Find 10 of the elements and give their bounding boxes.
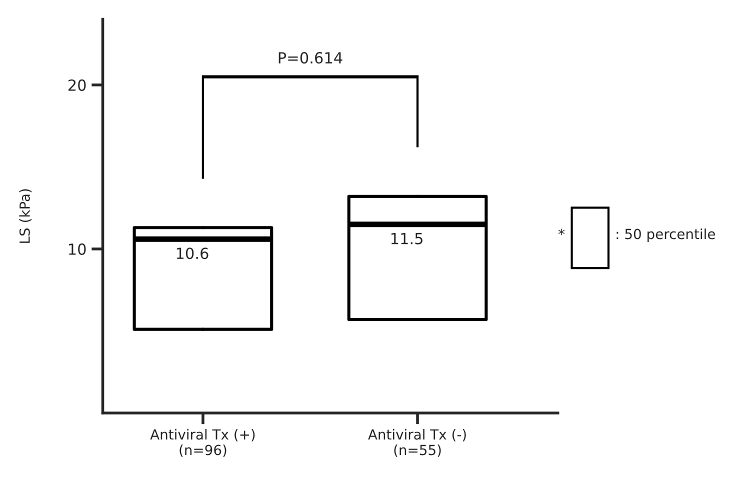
y-axis-title: LS (kPa) — [19, 189, 32, 243]
y-tick-label: 20 — [68, 79, 86, 91]
text: : 50 percentile — [616, 228, 715, 242]
x-tick-label: Antiviral Tx (+) (n=96) — [150, 428, 255, 457]
text: 11.5 — [391, 233, 422, 244]
y-tick-label: 10 — [69, 243, 86, 255]
text: * — [558, 228, 565, 236]
text: 10.6 — [176, 248, 208, 260]
x-tick-label: Antiviral Tx (-) (n=55) — [368, 428, 466, 457]
annotation: P=0.614 — [278, 52, 342, 64]
